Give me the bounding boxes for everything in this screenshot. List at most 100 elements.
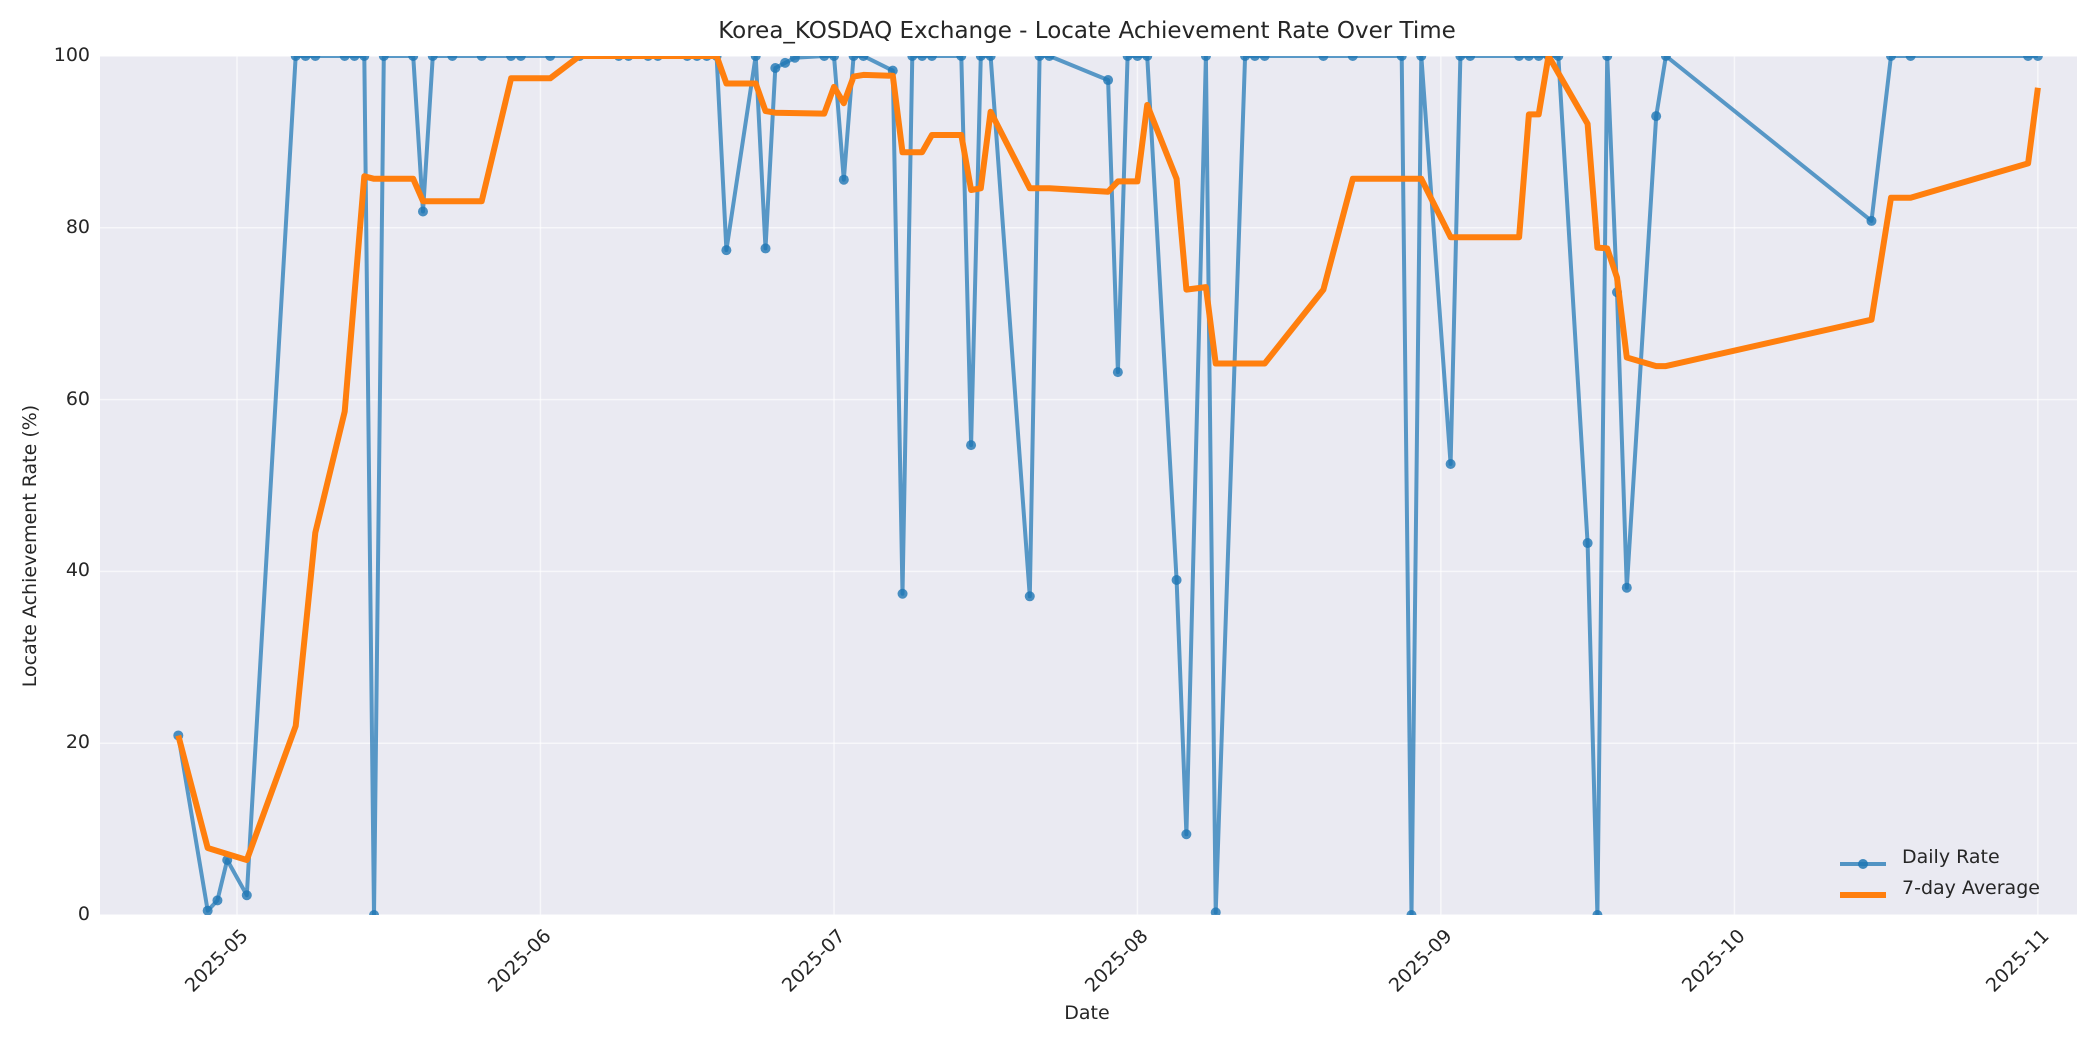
x-tick-label: 2025-11: [1981, 925, 2054, 997]
daily-rate-point: [966, 440, 977, 451]
daily-rate-point: [359, 56, 370, 61]
daily-rate-point: [907, 56, 918, 61]
daily-rate-point: [417, 206, 428, 217]
legend-label: 7-day Average: [1902, 877, 2040, 899]
daily-rate-point: [1416, 56, 1427, 61]
legend-item-daily-rate: Daily Rate: [1840, 842, 2000, 872]
daily-rate-point: [1553, 56, 1564, 61]
daily-rate-point: [408, 56, 419, 61]
daily-rate-point: [1347, 56, 1358, 61]
daily-rate-point: [819, 56, 830, 61]
x-tick-label: 2025-07: [777, 925, 850, 997]
daily-rate-point: [1523, 56, 1534, 61]
chart-title: Korea_KOSDAQ Exchange - Locate Achieveme…: [718, 18, 1456, 44]
daily-rate-point: [770, 63, 781, 74]
daily-rate-point: [1905, 56, 1916, 61]
daily-rate-point: [956, 56, 967, 61]
daily-rate-point: [789, 56, 800, 63]
y-tick-label: 0: [77, 903, 90, 925]
daily-rate-point: [750, 56, 761, 61]
daily-rate-point: [1171, 574, 1182, 585]
daily-rate-point: [848, 56, 859, 61]
daily-rate-line: [176, 56, 2038, 915]
legend-label: Daily Rate: [1902, 846, 2000, 868]
x-tick-label: 2025-08: [1081, 925, 1153, 997]
daily-rate-point: [1122, 56, 1133, 61]
daily-rate-point: [290, 56, 301, 61]
seven-day-average-line: [175, 56, 2041, 863]
daily-rate-point: [1024, 591, 1035, 602]
daily-rate-point: [1034, 56, 1045, 61]
daily-rate-point: [1240, 56, 1251, 61]
daily-rate-point: [926, 56, 937, 61]
daily-rate-point: [202, 905, 213, 915]
y-tick-label: 40: [65, 559, 90, 582]
y-tick-label: 20: [65, 731, 90, 754]
daily-rate-point: [2023, 56, 2034, 61]
daily-rate-point: [829, 56, 840, 61]
daily-rate-point: [378, 56, 389, 61]
daily-rate-point: [1465, 56, 1476, 61]
daily-rate-point: [349, 56, 360, 61]
daily-rate-point: [1660, 56, 1671, 61]
plot-area: [100, 56, 2077, 915]
x-tick-label: 2025-06: [484, 925, 556, 997]
daily-rate-point: [1621, 582, 1632, 593]
daily-rate-point: [1455, 56, 1466, 61]
daily-rate-point: [2032, 56, 2043, 61]
daily-rate-point: [1886, 56, 1897, 61]
daily-rate-point: [1259, 56, 1270, 61]
daily-rate-point: [985, 56, 996, 61]
daily-rate-point: [339, 56, 350, 61]
daily-rate-point: [1651, 111, 1662, 122]
daily-rate-point: [447, 56, 458, 61]
daily-rate-point: [1318, 56, 1329, 61]
daily-rate-point: [427, 56, 438, 61]
daily-rate-point: [1210, 907, 1221, 915]
daily-rate-point: [1533, 56, 1544, 61]
daily-rate-point: [310, 56, 321, 61]
daily-rate-point: [300, 56, 311, 61]
daily-rate-point: [1200, 56, 1211, 61]
y-tick-label: 100: [53, 44, 90, 66]
x-tick-label: 2025-10: [1678, 925, 1750, 997]
daily-rate-point: [1044, 56, 1055, 61]
x-tick-label: 2025-09: [1384, 925, 1457, 997]
daily-rate-point: [1602, 56, 1613, 61]
daily-rate-point: [369, 910, 380, 915]
y-tick-label: 80: [65, 215, 90, 238]
daily-rate-point: [1592, 910, 1603, 915]
daily-rate-point: [1406, 910, 1417, 915]
legend: Daily Rate 7-day Average: [1840, 838, 2070, 910]
daily-rate-point: [780, 57, 791, 68]
daily-rate-point: [241, 890, 252, 901]
daily-rate-point: [858, 56, 869, 61]
daily-rate-point: [1132, 56, 1143, 61]
daily-rate-point: [1396, 56, 1407, 61]
daily-rate-point: [1249, 56, 1260, 61]
y-axis-label: Locate Achievement Rate (%): [19, 404, 41, 688]
x-axis-label: Date: [1064, 1002, 1110, 1024]
daily-rate-point: [1866, 215, 1877, 226]
daily-rate-point: [1514, 56, 1525, 61]
daily-rate-point: [838, 174, 849, 185]
daily-rate-point: [1142, 56, 1153, 61]
daily-rate-point: [515, 56, 526, 61]
daily-rate-point: [917, 56, 928, 61]
daily-rate-point: [1582, 538, 1593, 549]
daily-rate-point: [760, 243, 771, 254]
plot-canvas: [100, 56, 2077, 915]
daily-rate-point: [897, 588, 908, 599]
x-tick-label: 2025-05: [180, 925, 253, 997]
daily-rate-point: [1445, 459, 1456, 470]
legend-item-7day-average: 7-day Average: [1840, 873, 2040, 903]
daily-rate-point: [721, 245, 732, 256]
daily-rate-point: [1112, 367, 1123, 378]
daily-rate-point: [506, 56, 517, 61]
y-tick-label: 60: [65, 387, 90, 410]
daily-rate-point: [1181, 829, 1192, 840]
daily-rate-point: [212, 895, 223, 906]
daily-rate-point: [545, 56, 556, 61]
daily-rate-point: [1103, 75, 1114, 86]
daily-rate-point: [975, 56, 986, 61]
